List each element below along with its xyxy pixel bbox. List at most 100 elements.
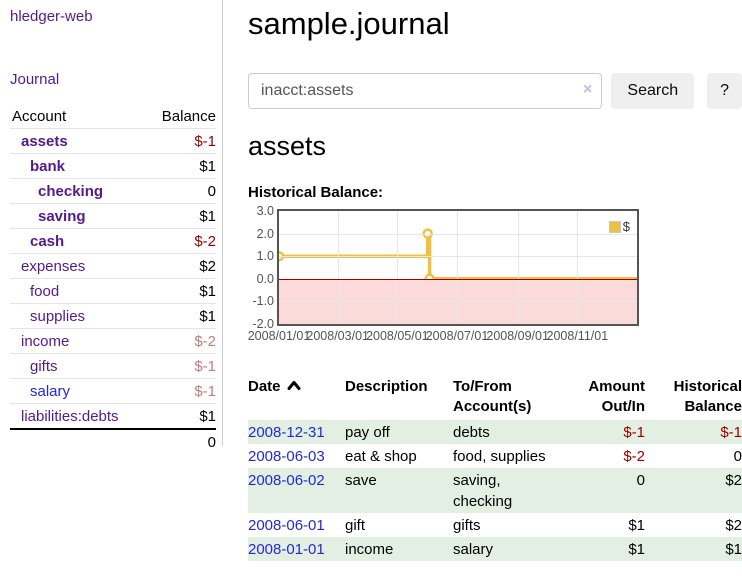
account-balance: $-2	[147, 328, 216, 354]
y-axis-tick-label: -1.0	[252, 294, 274, 309]
transaction-description: save	[345, 468, 453, 513]
account-balance: $-2	[147, 228, 216, 254]
clear-search-icon[interactable]: ×	[583, 81, 593, 98]
table-row: 2008-06-01 gift gifts $1 $2	[248, 513, 742, 537]
accounts-header-account: Account	[10, 104, 148, 129]
account-link-bank[interactable]: bank	[30, 158, 66, 175]
transaction-amount: $1	[628, 517, 645, 534]
chart-gridline	[577, 211, 579, 324]
account-row: food $1	[10, 278, 216, 304]
accounts-table: Account Balance assets $-1 bank $1 check…	[10, 104, 216, 454]
header-date-label: Date	[248, 378, 281, 395]
y-axis-tick-label: 1.0	[256, 249, 274, 264]
historical-balance-chart: $ 3.0 2.0 1.0 0.0 -1.0 -2.0 2008/01/01 2008/03/…	[248, 204, 742, 357]
y-axis-tick-label: -2.0	[252, 317, 274, 331]
account-link-salary[interactable]: salary	[30, 383, 71, 400]
register-table: Date Description To/From Account(s) Amou…	[248, 375, 742, 561]
brand-link[interactable]: hledger-web	[10, 8, 93, 25]
transaction-amount: 0	[557, 468, 645, 513]
account-link-supplies[interactable]: supplies	[30, 308, 86, 325]
account-link-gifts[interactable]: gifts	[30, 358, 58, 375]
account-link-cash[interactable]: cash	[30, 233, 65, 250]
account-balance: $-1	[147, 128, 216, 154]
header-date[interactable]: Date	[248, 375, 345, 420]
account-balance: 0	[147, 178, 216, 204]
x-axis-tick-label: 2008/11/01	[546, 329, 609, 343]
accounts-header-balance: Balance	[147, 104, 216, 129]
accounts-total-row: 0	[10, 429, 216, 454]
chart-heading: Historical Balance:	[248, 184, 384, 201]
chart-gridline	[337, 211, 339, 324]
transaction-description: eat & shop	[345, 448, 417, 465]
account-row: saving $1	[10, 203, 216, 229]
transaction-date-link[interactable]: 2008-12-31	[248, 424, 325, 441]
transaction-date-link[interactable]: 2008-01-01	[248, 541, 325, 558]
account-balance: $1	[147, 403, 216, 430]
accounts-total: 0	[207, 434, 216, 451]
chart-legend: $	[606, 218, 632, 235]
account-link-expenses[interactable]: expenses	[21, 258, 86, 275]
account-balance: $1	[147, 278, 216, 304]
transaction-date-link[interactable]: 2008-06-01	[248, 517, 325, 534]
search-input[interactable]	[248, 73, 603, 109]
account-link-liabilities-debts[interactable]: liabilities:debts	[21, 408, 119, 425]
account-row: bank $1	[10, 153, 216, 179]
account-row: cash $-2	[10, 228, 216, 254]
transaction-description: income	[345, 537, 453, 561]
header-accounts-line2: Account(s)	[453, 398, 532, 415]
help-button[interactable]: ?	[707, 73, 742, 109]
legend-label: $	[622, 219, 630, 234]
table-row: 2008-12-31 pay off debts $-1 $-1	[248, 420, 742, 444]
account-link-income[interactable]: income	[21, 333, 70, 350]
chart-gridline	[517, 211, 519, 324]
chart-gridline	[457, 211, 459, 324]
x-axis-tick-label: 2008/09/01	[486, 329, 549, 343]
y-axis-tick-label: 3.0	[256, 204, 274, 218]
register-header-row: Date Description To/From Account(s) Amou…	[248, 375, 742, 420]
transaction-description: gift	[345, 517, 366, 534]
account-row: income $-2	[10, 328, 216, 354]
transaction-date-link[interactable]: 2008-06-02	[248, 472, 325, 489]
transaction-accounts: saving, checking	[453, 468, 557, 513]
account-link-assets[interactable]: assets	[21, 133, 68, 150]
chart-plot[interactable]: $	[277, 209, 639, 326]
account-balance: $2	[147, 253, 216, 279]
account-row: supplies $1	[10, 303, 216, 329]
table-row: 2008-01-01 income salary $1 $1	[248, 537, 742, 561]
transaction-amount: $-1	[557, 420, 645, 444]
sidebar-item-journal[interactable]: Journal	[10, 71, 60, 88]
account-row: expenses $2	[10, 253, 216, 279]
account-balance: $-1	[147, 353, 216, 379]
account-balance: $1	[147, 203, 216, 229]
chart-zero-line	[279, 278, 637, 280]
account-balance: $-1	[147, 378, 216, 404]
account-link-checking[interactable]: checking	[38, 183, 104, 200]
header-accounts-line1: To/From	[453, 378, 512, 395]
account-row: assets $-1	[10, 128, 216, 154]
search-button[interactable]: Search	[611, 73, 695, 109]
transaction-accounts: gifts	[453, 517, 481, 534]
search-box: ×	[248, 73, 603, 109]
account-link-saving[interactable]: saving	[38, 208, 86, 225]
header-description: Description	[345, 378, 428, 395]
header-balance: Historical Balance	[645, 375, 742, 420]
header-amount-line2: Out/In	[601, 398, 645, 415]
y-axis-tick-label: 2.0	[256, 226, 274, 241]
table-row: 2008-06-03 eat & shop food, supplies $-2…	[248, 444, 742, 468]
account-link-food[interactable]: food	[30, 283, 60, 300]
x-axis-tick-label: 2008/07/01	[425, 329, 489, 343]
page-title: sample.journal	[248, 6, 450, 41]
transaction-date-link[interactable]: 2008-06-03	[248, 448, 325, 465]
search-form: × Search ?	[248, 72, 742, 110]
transaction-accounts: food, supplies	[453, 448, 546, 465]
transaction-amount: $1	[557, 537, 645, 561]
header-balance-line2: Balance	[684, 398, 742, 415]
account-row: checking 0	[10, 178, 216, 204]
accounts-header-row: Account Balance	[10, 104, 216, 129]
transaction-balance: $-1	[645, 420, 742, 444]
account-row: salary $-1	[10, 378, 216, 404]
transaction-balance: $2	[645, 468, 742, 513]
account-row: liabilities:debts $1	[10, 403, 216, 430]
main-content: sample.journal × Search ? assets Histori…	[224, 0, 742, 561]
sort-asc-icon	[287, 381, 301, 390]
